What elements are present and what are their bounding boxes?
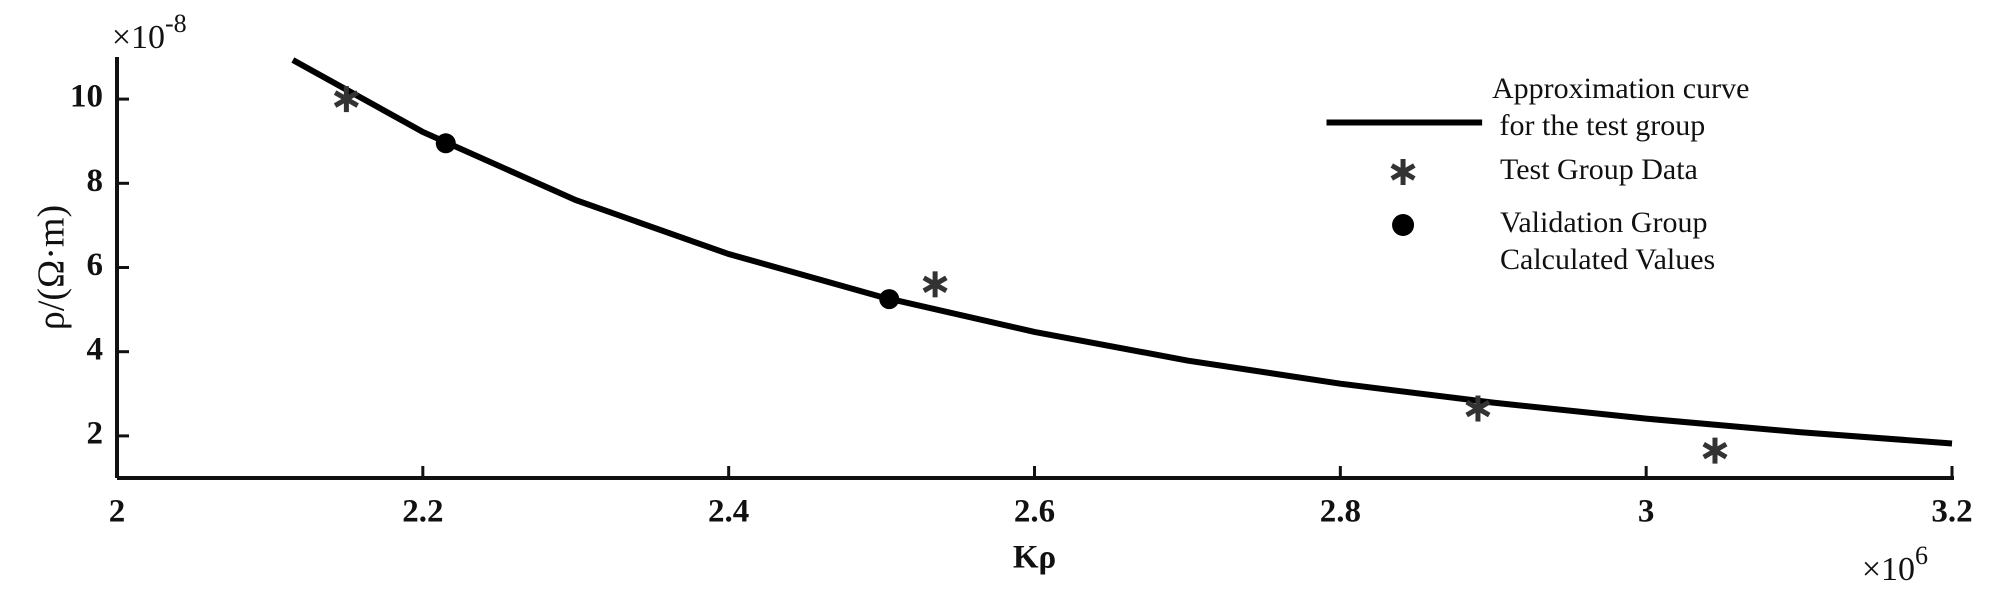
y-axis-label: ρ/(Ω·m) xyxy=(31,205,73,330)
y-tick-label: 10 xyxy=(70,79,103,115)
star-marker xyxy=(922,271,948,298)
legend-label: Test Group Data xyxy=(1500,153,1698,186)
approximation-curve xyxy=(291,57,1953,447)
star-stroke xyxy=(922,275,948,294)
star-marker xyxy=(1465,395,1491,422)
axis-multiplier: ×10 xyxy=(112,19,165,56)
star-marker xyxy=(333,86,359,113)
legend-label: Approximation curve for the test group xyxy=(1492,72,1749,142)
y-tick-label: 6 xyxy=(87,247,104,283)
legend-star xyxy=(1390,159,1416,185)
dot-marker xyxy=(879,289,900,310)
x-tick-label: 3.2 xyxy=(1931,494,1972,530)
star-stroke xyxy=(333,90,359,108)
x-tick-label: 2.2 xyxy=(402,494,443,530)
star-marker xyxy=(1702,437,1728,464)
legend-dot xyxy=(1392,214,1415,236)
axis-multiplier-exponent: -8 xyxy=(165,9,187,38)
star-stroke xyxy=(1390,163,1416,181)
x-tick-label: 3 xyxy=(1638,494,1655,530)
axis-multiplier: ×10 xyxy=(1862,551,1915,588)
axis-multiplier-exponent: 6 xyxy=(1915,541,1928,570)
x-axis-label: Kρ xyxy=(1013,540,1056,576)
y-tick-label: 4 xyxy=(87,331,104,367)
x-tick-label: 2.8 xyxy=(1320,494,1361,530)
dot-marker xyxy=(435,133,456,154)
legend-label: Validation Group Calculated Values xyxy=(1500,206,1715,276)
x-tick-label: 2.6 xyxy=(1014,494,1055,530)
y-tick-label: 8 xyxy=(87,163,104,199)
x-tick-label: 2 xyxy=(109,494,126,530)
star-stroke xyxy=(1702,441,1728,460)
x-tick-label: 2.4 xyxy=(708,494,749,530)
y-tick-label: 2 xyxy=(87,415,104,451)
star-stroke xyxy=(1465,399,1491,418)
